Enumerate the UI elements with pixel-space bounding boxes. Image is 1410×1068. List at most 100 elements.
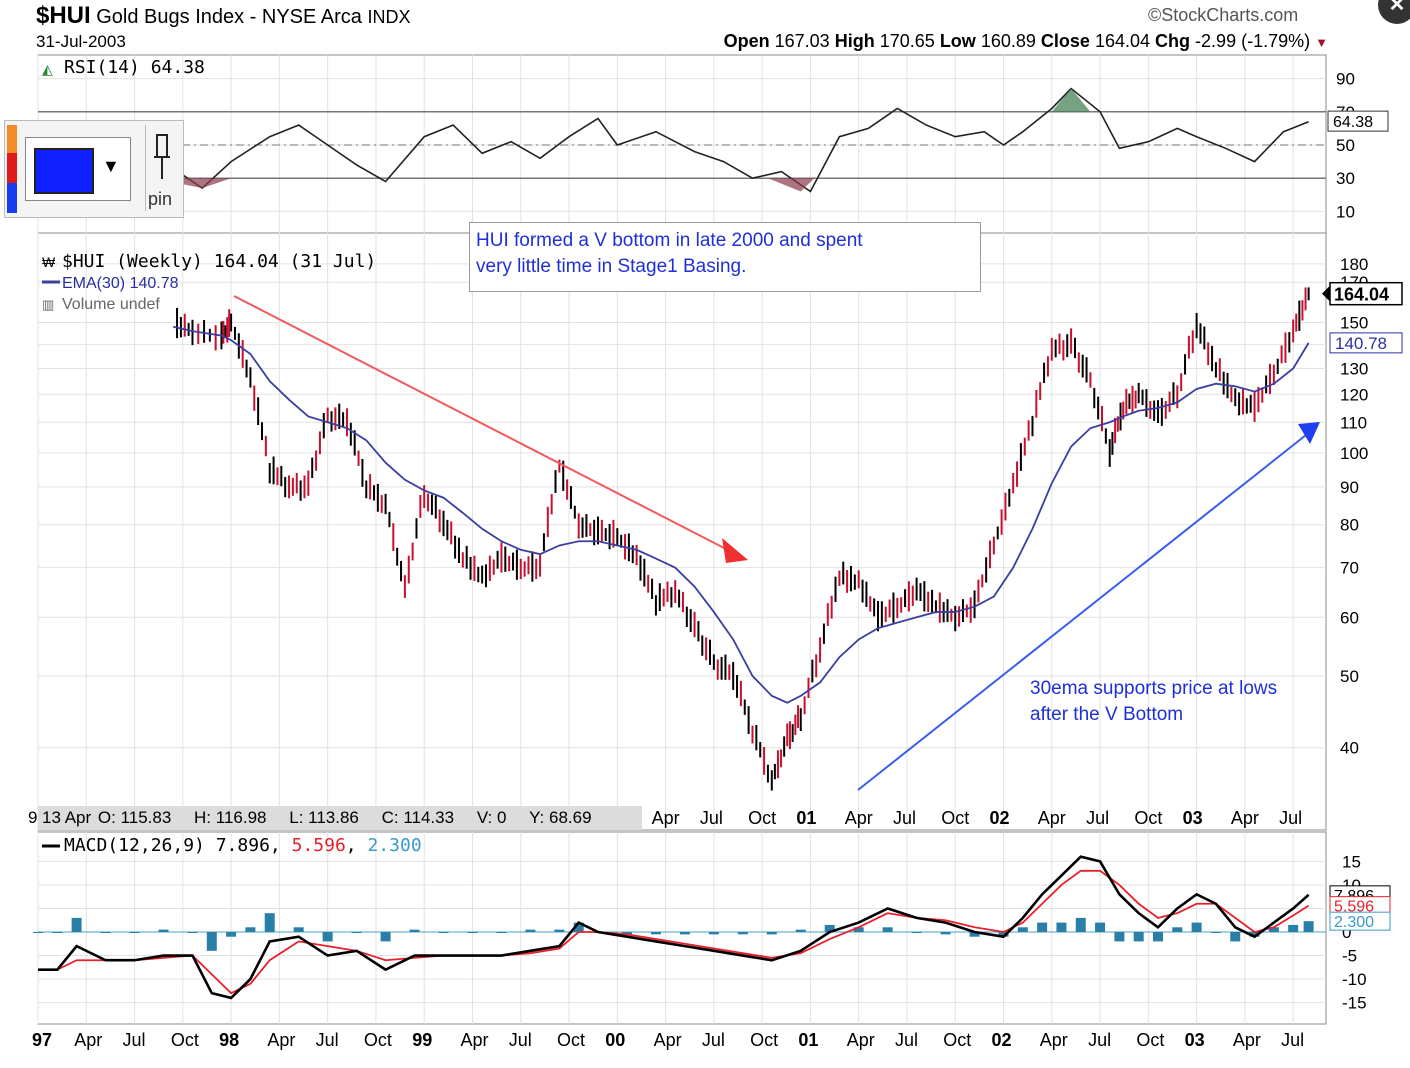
macd-histogram-bar xyxy=(1133,932,1144,942)
ema-legend: EMA(30) 140.78 xyxy=(62,275,179,292)
rsi-panel xyxy=(37,54,1327,234)
hover-low: L: 113.86 xyxy=(289,808,359,827)
macd-histogram-bar xyxy=(187,932,198,933)
color-select[interactable]: ▼ xyxy=(25,137,131,201)
macd-histogram-bar xyxy=(1249,932,1260,937)
price-x-tick: Apr xyxy=(652,808,680,828)
macd-x-tick: 99 xyxy=(412,1030,432,1050)
rsi-last-value: 64.38 xyxy=(1333,114,1373,131)
pin-label: pin xyxy=(148,189,173,209)
v-bottom-annotation-line-1: HUI formed a V bottom in late 2000 and s… xyxy=(476,230,863,251)
rsi-tick-label: 50 xyxy=(1336,136,1355,155)
macd-histogram-bar xyxy=(737,932,748,935)
price-legend: $HUI (Weekly) 164.04 (31 Jul) xyxy=(62,251,376,272)
macd-x-tick: 01 xyxy=(798,1030,818,1050)
price-tick-label: 120 xyxy=(1340,385,1368,404)
macd-line xyxy=(38,855,1310,1000)
macd-legend-sep-2: , xyxy=(346,835,368,856)
price-tick-label: 80 xyxy=(1340,516,1359,535)
macd-histogram-bar xyxy=(226,932,237,937)
color-strip xyxy=(7,125,17,213)
rsi-line xyxy=(133,87,1309,193)
price-tick-label: 150 xyxy=(1340,313,1368,332)
macd-histogram-bar xyxy=(467,932,478,933)
macd-x-tick: 97 xyxy=(32,1030,52,1050)
macd-x-tick: Oct xyxy=(1136,1030,1164,1050)
macd-histogram-bar xyxy=(1017,927,1028,932)
macd-x-tick: Oct xyxy=(943,1030,971,1050)
macd-histogram-bar xyxy=(71,917,82,932)
macd-legend-main: MACD(12,26,9) 7.896 xyxy=(64,835,270,856)
price-x-tick: Apr xyxy=(845,808,873,828)
macd-histogram-bar xyxy=(100,932,111,933)
uptrend-arrow-line xyxy=(857,434,1307,791)
rsi-legend: RSI(14) 64.38 xyxy=(64,57,205,78)
price-x-tick: Oct xyxy=(941,808,969,828)
macd-histogram-bar xyxy=(650,932,661,935)
price-x-tick: 01 xyxy=(796,808,816,828)
macd-histogram-bar xyxy=(969,932,980,937)
macd-histogram-bar xyxy=(998,932,1009,937)
macd-histogram-bar xyxy=(766,932,777,935)
macd-x-tick: Jul xyxy=(123,1030,146,1050)
hover-close: C: 114.33 xyxy=(381,808,455,827)
rsi-tick-label: 30 xyxy=(1336,169,1355,188)
low-label: Low xyxy=(939,31,976,51)
macd-x-tick: 00 xyxy=(605,1030,625,1050)
price-tick-label: 100 xyxy=(1340,444,1368,463)
v-bottom-annotation: HUI formed a V bottom in late 2000 and s… xyxy=(469,222,981,292)
rsi-oversold-fill xyxy=(767,178,815,192)
macd-legend-sep-1: , xyxy=(270,835,292,856)
ema-support-annotation-line-1: 30ema supports price at lows xyxy=(1030,678,1278,699)
low-value: 160.89 xyxy=(980,31,1036,51)
hover-open: O: 115.83 xyxy=(97,808,172,827)
macd-x-tick: Apr xyxy=(1040,1030,1068,1050)
macd-histogram-bar xyxy=(264,913,275,932)
macd-histogram-bar xyxy=(573,922,584,932)
macd-value-label: 2.300 xyxy=(1334,914,1374,931)
macd-histogram-bar xyxy=(940,932,951,935)
ohlc-summary: Open 167.03 High 170.65 Low 160.89 Close… xyxy=(724,31,1328,52)
macd-tick-label: -5 xyxy=(1342,947,1357,966)
index-type: INDX xyxy=(367,7,411,27)
open-value: 167.03 xyxy=(774,31,830,51)
macd-histogram-bar xyxy=(1268,927,1279,932)
price-tick-label: 60 xyxy=(1340,608,1359,627)
price-legend-icon: ₩ xyxy=(42,254,56,270)
macd-histogram-bar xyxy=(1191,922,1202,932)
macd-histogram-bar xyxy=(911,932,922,933)
red-swatch[interactable] xyxy=(7,153,17,183)
macd-histogram-bar xyxy=(496,932,507,933)
price-tick-label: 70 xyxy=(1340,559,1359,578)
macd-histogram-bar xyxy=(438,932,449,933)
macd-series xyxy=(33,855,1326,1000)
macd-legend: MACD(12,26,9) 7.896, 5.596, 2.300 xyxy=(64,835,422,856)
macd-histogram-bar xyxy=(322,932,333,942)
macd-histogram-bar xyxy=(1172,927,1183,932)
macd-value-label: 5.596 xyxy=(1334,899,1374,916)
macd-x-tick: Jul xyxy=(1281,1030,1304,1050)
price-tick-label: 90 xyxy=(1340,478,1359,497)
volume-legend-icon: ▥ xyxy=(42,297,54,312)
price-x-tick: Jul xyxy=(893,808,916,828)
macd-histogram-bar xyxy=(554,929,565,932)
rsi-legend-icon: ◭ xyxy=(42,61,53,77)
macd-x-tick: Oct xyxy=(557,1030,585,1050)
pin-button[interactable]: pin xyxy=(145,125,180,211)
hover-first-char: 9 xyxy=(28,808,38,827)
macd-x-tick: 98 xyxy=(219,1030,239,1050)
last-price-pointer xyxy=(1322,285,1330,302)
blue-swatch[interactable] xyxy=(7,183,17,213)
price-bars xyxy=(172,287,1310,791)
macd-x-tick: Apr xyxy=(654,1030,682,1050)
macd-x-tick: Jul xyxy=(1088,1030,1111,1050)
chart-title: $HUI Gold Bugs Index - NYSE Arca INDX xyxy=(36,2,411,30)
price-tick-label: 40 xyxy=(1340,739,1359,758)
orange-swatch[interactable] xyxy=(7,125,17,153)
stockcharts-logo: ©StockCharts.com xyxy=(1148,5,1299,25)
price-x-tick: Apr xyxy=(1038,808,1066,828)
macd-histogram-bar xyxy=(1153,932,1163,942)
downtrend-arrowhead xyxy=(722,538,748,563)
macd-histogram-bar xyxy=(824,924,835,932)
macd-legend-signal: 5.596 xyxy=(292,835,346,856)
